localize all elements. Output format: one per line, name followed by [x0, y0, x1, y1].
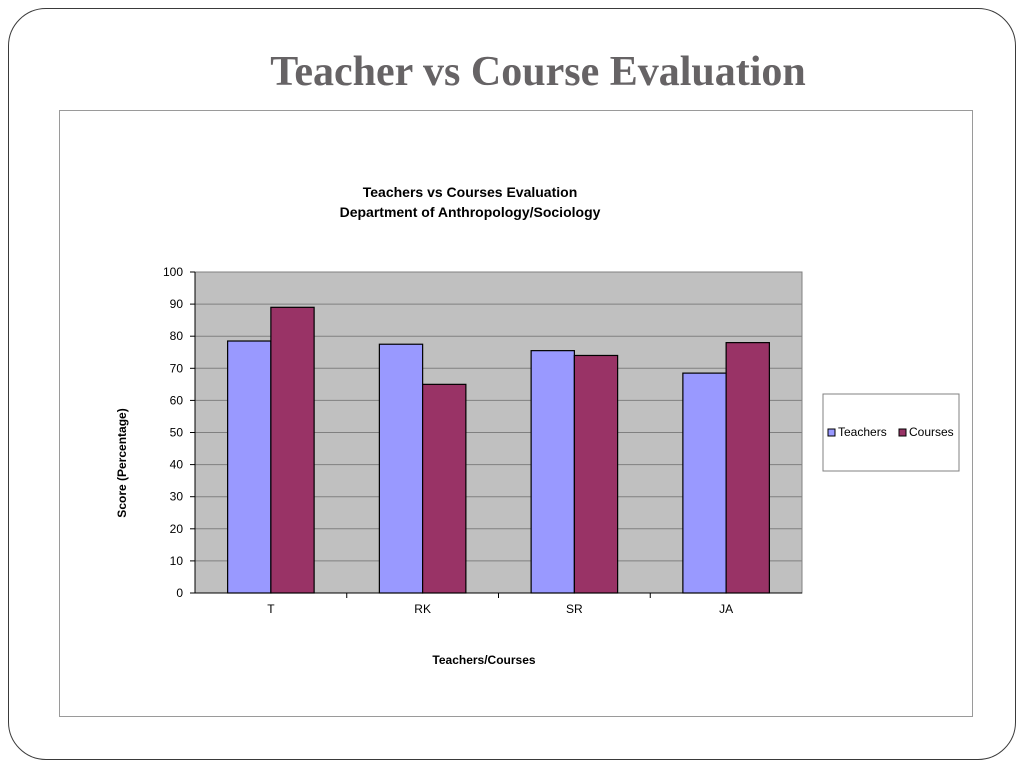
y-tick-label: 50 [170, 426, 184, 440]
chart-title: Teachers vs Courses Evaluation [363, 184, 578, 200]
legend-box [822, 393, 960, 472]
chart-container: Teachers vs Courses Evaluation Departmen… [59, 110, 973, 717]
bar-chart: Teachers vs Courses Evaluation Departmen… [115, 184, 960, 667]
y-tick-label: 0 [176, 586, 183, 600]
y-tick-label: 60 [170, 393, 184, 407]
chart-subtitle: Department of Anthropology/Sociology [340, 204, 601, 220]
legend-label-teachers: Teachers [838, 425, 887, 439]
y-tick-label: 20 [170, 522, 184, 536]
y-tick-label: 30 [170, 490, 184, 504]
y-tick-label: 40 [170, 458, 184, 472]
bars [227, 306, 770, 594]
y-tick-label: 100 [163, 265, 183, 279]
legend-swatch-teachers [827, 428, 836, 437]
bar-courses-rk [422, 383, 467, 594]
bar-courses-t [270, 306, 315, 594]
y-tick-label: 70 [170, 361, 184, 375]
legend: Teachers Courses [822, 393, 960, 472]
x-axis-ticks: T RK SR JA [267, 593, 733, 616]
bar-teachers-t [227, 340, 272, 594]
y-tick-label: 80 [170, 329, 184, 343]
legend-label-courses: Courses [909, 425, 954, 439]
bar-teachers-sr [530, 350, 575, 594]
slide-title: Teacher vs Course Evaluation [270, 49, 806, 95]
y-axis-ticks: 0 10 20 30 40 50 60 70 80 90 100 [163, 265, 196, 600]
x-tick-label: SR [566, 602, 583, 616]
bar-teachers-ja [682, 372, 727, 594]
y-axis-label: Score (Percentage) [115, 408, 129, 517]
y-tick-label: 10 [170, 554, 184, 568]
bar-teachers-rk [378, 343, 424, 594]
x-tick-label: T [267, 602, 275, 616]
bar-courses-sr [573, 354, 619, 594]
x-axis-label: Teachers/Courses [432, 653, 535, 667]
bar-courses-ja [725, 342, 770, 594]
legend-swatch-courses [898, 428, 907, 437]
y-tick-label: 90 [170, 297, 184, 311]
x-tick-label: RK [414, 602, 431, 616]
x-tick-label: JA [719, 602, 733, 616]
